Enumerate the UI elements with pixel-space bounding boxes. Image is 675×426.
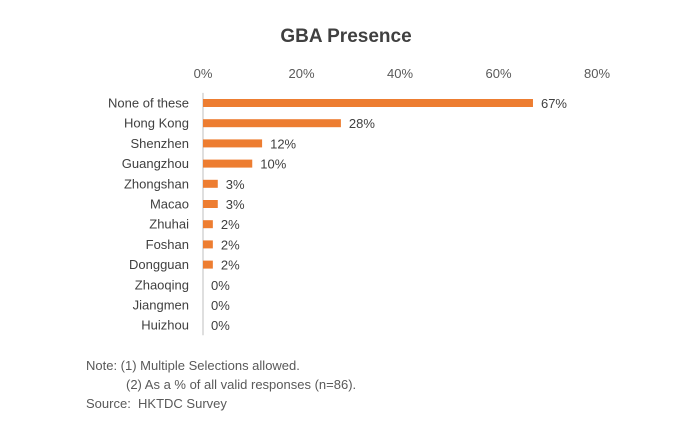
x-tick-label: 20%: [288, 66, 314, 81]
x-tick-label: 80%: [584, 66, 610, 81]
category-label: Shenzhen: [130, 136, 189, 151]
category-label: Jiangmen: [133, 298, 189, 313]
data-label: 28%: [349, 116, 375, 131]
data-label: 12%: [270, 136, 296, 151]
data-label: 3%: [226, 177, 245, 192]
note-line-2: (2) As a % of all valid responses (n=86)…: [126, 377, 357, 392]
category-labels: None of these Hong Kong Shenzhen Guangzhou Z…: [108, 96, 189, 333]
note-line-1: Note: (1) Multiple Selections allowed.: [86, 358, 300, 373]
x-tick-label: 40%: [387, 66, 413, 81]
x-tick-label: 0%: [194, 66, 213, 81]
category-label: Zhongshan: [124, 176, 189, 191]
data-label: 67%: [541, 96, 567, 111]
data-label: 0%: [211, 298, 230, 313]
bar: [203, 119, 341, 128]
data-label: 2%: [221, 237, 240, 252]
category-label: Foshan: [146, 237, 189, 252]
category-label: Macao: [150, 197, 189, 212]
bar: [203, 159, 253, 168]
source-line: Source: HKTDC Survey: [86, 396, 227, 411]
data-label: 0%: [211, 278, 230, 293]
chart-title: GBA Presence: [280, 26, 411, 47]
chart-notes: Note: (1) Multiple Selections allowed. (…: [86, 356, 356, 413]
category-label: Dongguan: [129, 257, 189, 272]
x-tick-label: 60%: [485, 66, 511, 81]
category-label: Zhuhai: [149, 217, 189, 232]
data-label: 3%: [226, 197, 245, 212]
bar: [203, 179, 218, 188]
x-axis-ticks: 0% 20% 40% 60% 80%: [194, 66, 611, 81]
bar: [203, 220, 213, 229]
bars: [203, 99, 533, 269]
bar: [203, 99, 533, 107]
bar: [203, 200, 218, 208]
bar: [203, 260, 213, 269]
data-labels: 67% 28% 12% 10% 3% 3% 2% 2% 2% 0% 0% 0%: [211, 96, 567, 333]
bar-chart: GBA Presence 0% 20% 40% 60% 80% None of thes…: [108, 26, 611, 336]
data-label: 10%: [260, 157, 286, 172]
bar: [203, 139, 263, 148]
bar: [203, 240, 213, 249]
data-label: 0%: [211, 318, 230, 333]
category-label: Huizhou: [141, 318, 189, 333]
data-label: 2%: [221, 258, 240, 273]
category-label: Guangzhou: [122, 156, 189, 171]
category-label: Zhaoqing: [135, 277, 189, 292]
data-label: 2%: [221, 217, 240, 232]
category-label: Hong Kong: [124, 116, 189, 131]
category-label: None of these: [108, 96, 189, 111]
